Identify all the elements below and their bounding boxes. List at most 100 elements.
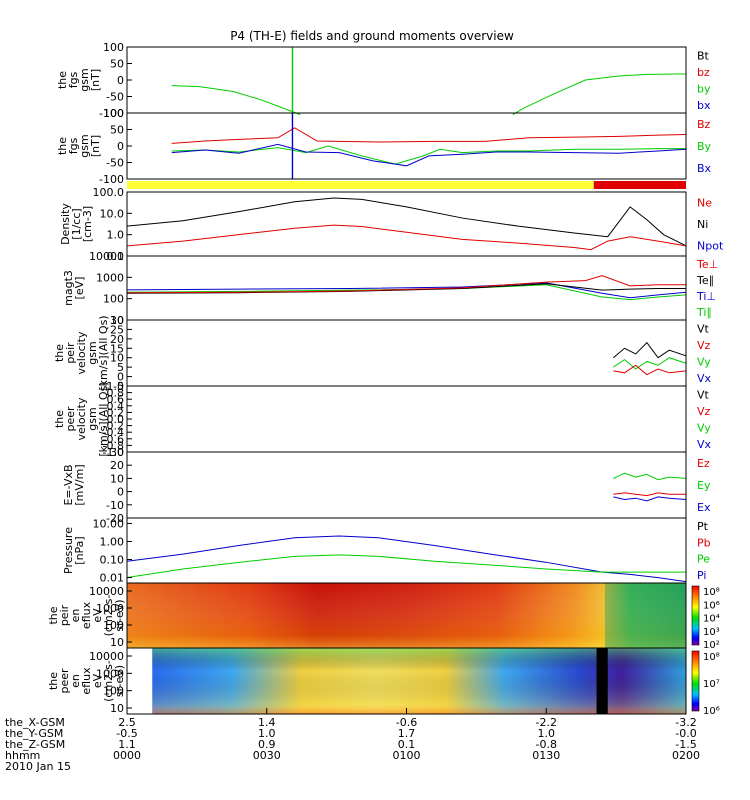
y-tick-label: -5 [113,380,124,393]
y-tick-label: 5 [117,361,124,374]
spectrogram-gap [596,648,608,714]
y-axis-label: eflux [80,601,93,629]
legend-label: Pb [697,536,711,549]
legend-label: Bz [697,118,711,131]
panel-frame [126,319,687,387]
y-axis-label: en [69,609,82,623]
series-line-Bz [171,127,687,144]
y-axis-label: peer [58,668,71,694]
y-axis-label: [km/s](All Qs) [97,381,110,456]
y-tick-label: 100.0 [93,186,125,199]
y-tick-label: 50 [110,124,124,137]
y-tick-label: 0.0 [107,413,125,426]
colorbar [691,650,700,712]
footer-value: 0000 [113,749,141,762]
y-tick-label: -0.4 [103,426,124,439]
series-line-Ez [613,492,686,497]
footer-value: 0130 [532,749,560,762]
legend-label: Pe [697,553,710,566]
series-line-Ni [126,197,687,247]
series-line-Ne [126,224,687,251]
footer-value: 1.0 [258,727,276,740]
series-line-Ti∥ [126,284,687,301]
footer-value: -0.8 [536,738,557,751]
y-axis-label: gsm [78,68,91,91]
y-tick-label: 100 [103,107,124,120]
mode-segment [127,181,594,189]
y-tick-label: 1000 [96,602,124,615]
series-line-by [512,73,686,116]
y-tick-label: 0.2 [107,406,125,419]
panel-frame [126,46,687,114]
footer-value: 0030 [253,749,281,762]
y-tick-label: 0.4 [107,400,125,413]
footer-value: 1.1 [118,738,136,751]
y-tick-label: 1.00 [100,535,125,548]
series-line-Ey [613,472,687,481]
y-axis-label: gsm [86,407,99,430]
y-tick-label: 10 [110,472,124,485]
y-tick-label: 1.0 [107,380,125,393]
legend-label: Te∥ [696,274,714,287]
legend-label: Ti∥ [696,306,712,319]
y-tick-label: -0.8 [103,439,124,452]
series-line-Pe [126,554,686,579]
colorbar-tick-label: 10⁴ [703,614,720,625]
y-tick-label: 1.0 [107,229,125,242]
footer-row-label: the_X-GSM [5,716,65,729]
panel-peer_velocity: 1.00.80.60.40.20.0-0.2-0.4-0.6-0.8-1.0 th… [53,380,712,459]
y-tick-label: 25 [110,323,124,336]
y-tick-label: 0 [117,74,124,87]
y-axis-label: velocity [75,331,88,374]
spectrogram-nodata [127,648,153,714]
legend-label: Ex [697,501,711,514]
y-tick-label: 0.1 [107,250,125,263]
y-tick-label: -100 [99,107,124,120]
y-axis-label: the [56,71,69,89]
y-tick-label: -0.6 [103,433,124,446]
y-tick-label: 100 [103,41,124,54]
y-axis-label: sr-eV) [113,665,126,697]
y-tick-label: 20 [110,459,124,472]
footer-value: 1.0 [538,727,556,740]
spectrogram-burst [604,583,686,648]
y-tick-label: -50 [106,91,124,104]
legend-label: Bx [697,162,712,175]
legend-label: Vy [697,421,711,434]
y-tick-label: 0 [117,486,124,499]
y-tick-label: 10000 [89,585,124,598]
colorbar-tick-label: 10⁷ [703,679,720,690]
y-axis-label: Density [59,203,72,245]
series-line-Vy [613,357,687,370]
series-line-Te⊥ [126,275,686,294]
legend-label: Pi [697,569,706,582]
y-tick-label: 100 [103,293,124,306]
y-tick-label: -50 [106,157,124,170]
footer-row-label: hhmm [5,749,40,762]
y-tick-label: -100 [99,173,124,186]
y-tick-label: 10 [110,636,124,649]
series-line-Ti⊥ [126,282,687,299]
colorbar-tick-label: 10² [703,640,720,651]
y-tick-label: 10 [110,702,124,715]
panel-frame [126,191,687,257]
y-axis-label: eflux [80,667,93,695]
series-line-Vt [613,341,687,359]
y-axis-label: peir [58,604,71,626]
y-axis-label: [1/cc] [70,208,83,239]
y-axis-label: the [53,344,66,362]
y-tick-label: -1.0 [103,446,124,459]
y-axis-label: fgs [67,71,80,88]
y-tick-label: 20 [110,333,124,346]
y-tick-label: 10000 [89,250,124,263]
y-axis-label: (cm2-s- [102,595,115,637]
y-tick-label: 50 [110,58,124,71]
panel-temp: 10000 1000 100 10 magt3[eV] Te⊥ Te∥ Ti⊥ Ti∥ [62,250,718,327]
footer-value: -0.5 [116,727,137,740]
legend-label: Ti⊥ [696,290,716,303]
footer-value: 0.9 [258,738,276,751]
y-axis-label: [eV] [73,277,86,300]
footer-row-label: 2010 Jan 15 [5,760,71,773]
